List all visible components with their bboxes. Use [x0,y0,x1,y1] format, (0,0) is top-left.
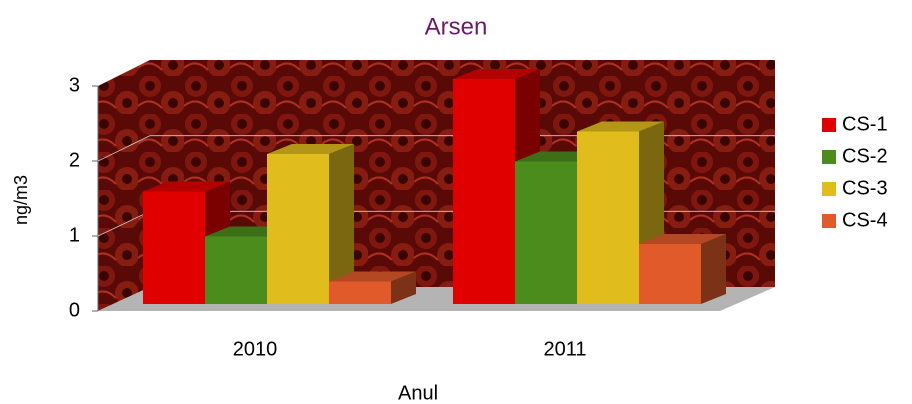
bar [515,161,577,304]
bar [453,79,515,304]
legend-label: CS-3 [842,177,888,199]
bar [639,244,701,304]
x-tick-label: 2011 [543,338,586,360]
bar [329,281,391,304]
y-tick-label: 3 [69,74,80,96]
legend-label: CS-1 [842,113,888,135]
legend-swatch [822,118,836,132]
bar-side [329,144,354,304]
bar-side [701,234,726,304]
y-tick-label: 1 [69,224,80,246]
y-tick-label: 0 [69,299,80,321]
legend-label: CS-4 [842,209,888,231]
legend-swatch [822,214,836,228]
bar-top [143,181,230,192]
bar-top [639,234,726,244]
legend-swatch [822,150,836,164]
bar-top [577,121,664,132]
bar [577,131,639,304]
bar-top [329,271,416,282]
bar-top [267,144,354,154]
grid-line [97,210,151,237]
side-wall [98,60,150,311]
bar-top [453,69,540,79]
chart-title: Arsen [425,13,488,40]
bar-side [391,271,416,304]
bar [205,236,267,304]
grid-line [97,135,151,162]
x-axis-label: Anul [398,382,438,404]
y-axis-label: ng/m3 [11,175,31,225]
bar [143,191,205,304]
legend-label: CS-2 [842,145,888,167]
legend-swatch [822,182,836,196]
bar [267,154,329,304]
y-tick-label: 2 [69,149,80,171]
x-tick-label: 2010 [233,338,278,360]
